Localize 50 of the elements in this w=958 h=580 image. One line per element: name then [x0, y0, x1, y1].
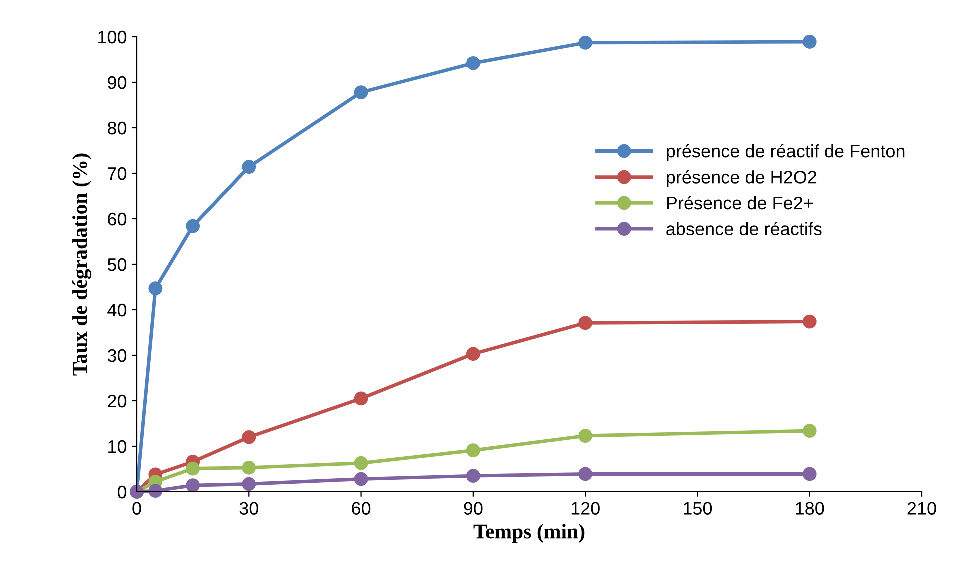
legend-label: présence de H2O2	[667, 170, 817, 188]
point	[354, 86, 368, 100]
y-tick-label: 10	[108, 440, 127, 454]
point	[242, 460, 256, 475]
point	[186, 219, 200, 234]
point	[466, 444, 480, 458]
legend-label: absence de réactifs	[666, 222, 822, 236]
y-axis-title: Taux de dégradation (%)	[72, 154, 92, 376]
x-tick-label: 30	[240, 502, 258, 515]
x-tick-label: 210	[908, 502, 936, 515]
legend-label: Présence de Fe2+	[667, 196, 814, 210]
point	[186, 462, 200, 476]
point	[148, 484, 163, 498]
point	[578, 467, 593, 482]
y-tick-label: 70	[108, 167, 127, 180]
y-tick-label: 90	[108, 76, 127, 90]
y-tick-label: 0	[118, 486, 127, 499]
x-tick-label: 150	[684, 502, 712, 515]
point	[242, 477, 256, 492]
point	[186, 478, 200, 493]
y-tick-label: 100	[98, 30, 127, 44]
y-tick-label: 40	[108, 304, 127, 317]
y-tick-label: 60	[108, 212, 127, 226]
y-tick-label: 80	[108, 122, 127, 135]
point	[354, 456, 368, 470]
point	[242, 160, 256, 174]
point	[466, 56, 480, 70]
x-tick-label: 120	[572, 502, 600, 515]
point	[802, 314, 817, 329]
x-tick-label: 60	[352, 502, 371, 515]
x-tick-label: 180	[796, 502, 824, 515]
x-axis-title: Temps (min)	[474, 524, 585, 543]
point	[466, 469, 480, 484]
point	[802, 35, 817, 49]
y-tick-label: 50	[108, 258, 127, 272]
point	[802, 467, 817, 482]
point	[578, 316, 593, 330]
y-tick-label: 30	[108, 349, 127, 362]
y-tick-label: 20	[108, 394, 127, 408]
point	[578, 36, 593, 50]
point	[578, 429, 593, 443]
point	[242, 430, 256, 444]
legend-label: présence de réactif de Fenton	[667, 144, 905, 162]
point	[148, 282, 163, 296]
point	[802, 424, 817, 438]
point	[466, 347, 480, 362]
point	[354, 392, 368, 406]
point	[354, 472, 368, 486]
x-tick-label: 0	[132, 502, 142, 515]
x-tick-label: 90	[464, 502, 483, 515]
